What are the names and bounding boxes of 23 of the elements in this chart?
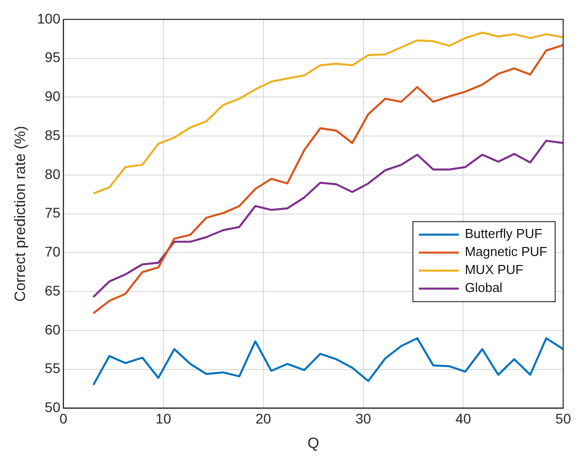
y-tick-label: 90: [44, 88, 61, 104]
y-tick-label: 100: [37, 10, 61, 26]
y-tick-label: 75: [44, 204, 61, 221]
x-tick-label: 50: [555, 410, 572, 426]
legend-label: Global: [464, 280, 503, 296]
legend-label: MUX PUF: [464, 262, 524, 278]
x-axis-title: Q: [307, 435, 320, 452]
x-tick-label: 30: [355, 410, 372, 426]
x-tick-label: 40: [455, 410, 472, 426]
x-tick-label: 0: [59, 410, 68, 426]
y-tick-label: 60: [44, 321, 61, 338]
y-tick-label: 55: [44, 360, 61, 376]
legend-label: Magnetic PUF: [464, 244, 548, 260]
x-tick-label: 20: [256, 410, 272, 426]
y-tick-label: 95: [44, 49, 61, 66]
y-tick-label: 70: [44, 244, 61, 260]
y-tick-label: 80: [44, 166, 61, 182]
y-axis-title: Correct prediction rate (%): [12, 126, 30, 302]
y-tick-label: 65: [44, 282, 61, 298]
y-tick-label: 50: [44, 399, 61, 416]
x-tick-label: 10: [156, 410, 172, 426]
legend-label: Butterfly PUF: [464, 226, 542, 242]
y-tick-label: 85: [44, 126, 61, 143]
